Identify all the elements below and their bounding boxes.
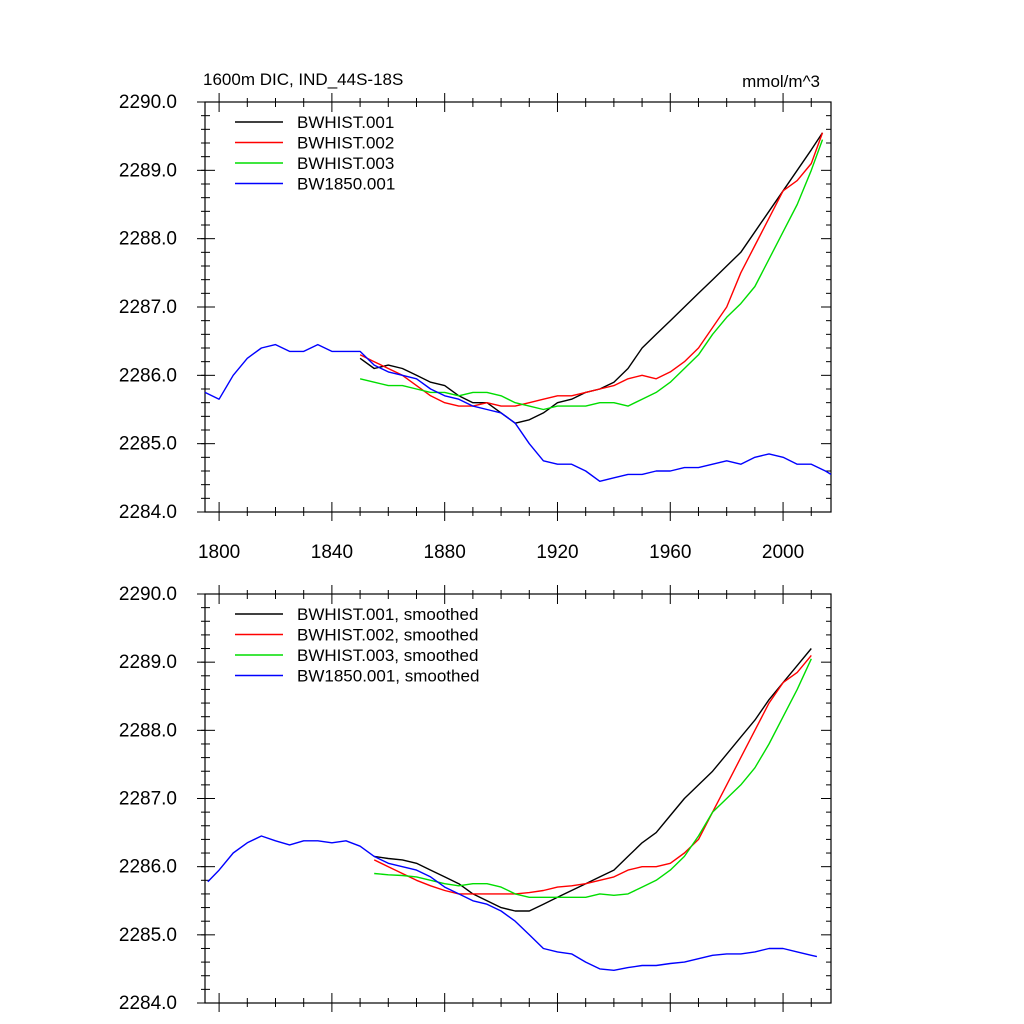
y-tick-label: 2288.0 bbox=[119, 229, 177, 250]
y-tick-label: 2285.0 bbox=[119, 434, 177, 455]
y-tick-label: 2290.0 bbox=[119, 584, 177, 605]
y-tick-label: 2286.0 bbox=[119, 365, 177, 386]
series-line-3 bbox=[374, 658, 812, 898]
panel-1-plot: 2284.0 2285.0 2286.0 2287.0 2288.0 2289.0 2290… bbox=[119, 584, 832, 1014]
legend-label-1: BWHIST.001 bbox=[297, 113, 394, 132]
x-tick-label: 1840 bbox=[311, 542, 353, 563]
y-tick-label: 2288.0 bbox=[119, 720, 177, 741]
legend-label-1: BWHIST.001, smoothed bbox=[297, 605, 478, 624]
legend-label-4: BW1850.001, smoothed bbox=[297, 667, 479, 686]
y-tick-label: 2284.0 bbox=[119, 993, 177, 1014]
x-tick-label: 2000 bbox=[762, 542, 804, 563]
x-tick-label: 1800 bbox=[198, 542, 240, 563]
series-line-2 bbox=[359, 132, 824, 407]
y-tick-label: 2289.0 bbox=[119, 160, 177, 181]
panel-0-plot: 2284.0 2285.0 2286.0 2287.0 2288.0 2289.0 2290… bbox=[119, 92, 832, 563]
x-tick-label: 1920 bbox=[536, 542, 578, 563]
y-tick-label: 2287.0 bbox=[119, 789, 177, 810]
legend-label-2: BWHIST.002, smoothed bbox=[297, 626, 478, 645]
legend-label-3: BWHIST.003, smoothed bbox=[297, 646, 478, 665]
series-line-2 bbox=[373, 654, 812, 895]
y-tick-label: 2284.0 bbox=[119, 502, 177, 523]
series-line-1 bbox=[359, 132, 824, 424]
series-line-4 bbox=[204, 343, 832, 482]
bottom-panel: 2284.0 2285.0 2286.0 2287.0 2288.0 2289.0 2290… bbox=[119, 584, 832, 1014]
series-line-4 bbox=[207, 835, 818, 971]
y-tick-label: 2287.0 bbox=[119, 297, 177, 318]
top-panel: 1600m DIC, IND_44S-18S mmol/m^3 2284.022… bbox=[119, 70, 832, 563]
legend-label-3: BWHIST.003 bbox=[297, 154, 394, 173]
legend-label-4: BW1850.001 bbox=[297, 175, 395, 194]
units-label: mmol/m^3 bbox=[742, 72, 820, 91]
x-tick-label: 1960 bbox=[649, 542, 691, 563]
chart-title: 1600m DIC, IND_44S-18S bbox=[203, 70, 403, 89]
y-tick-label: 2286.0 bbox=[119, 857, 177, 878]
x-tick-label: 1880 bbox=[424, 542, 466, 563]
y-tick-label: 2289.0 bbox=[119, 652, 177, 673]
series-line-1 bbox=[374, 648, 812, 912]
series-line-3 bbox=[359, 139, 824, 411]
y-tick-label: 2290.0 bbox=[119, 92, 177, 113]
y-tick-label: 2285.0 bbox=[119, 925, 177, 946]
legend-label-2: BWHIST.002 bbox=[297, 134, 394, 153]
